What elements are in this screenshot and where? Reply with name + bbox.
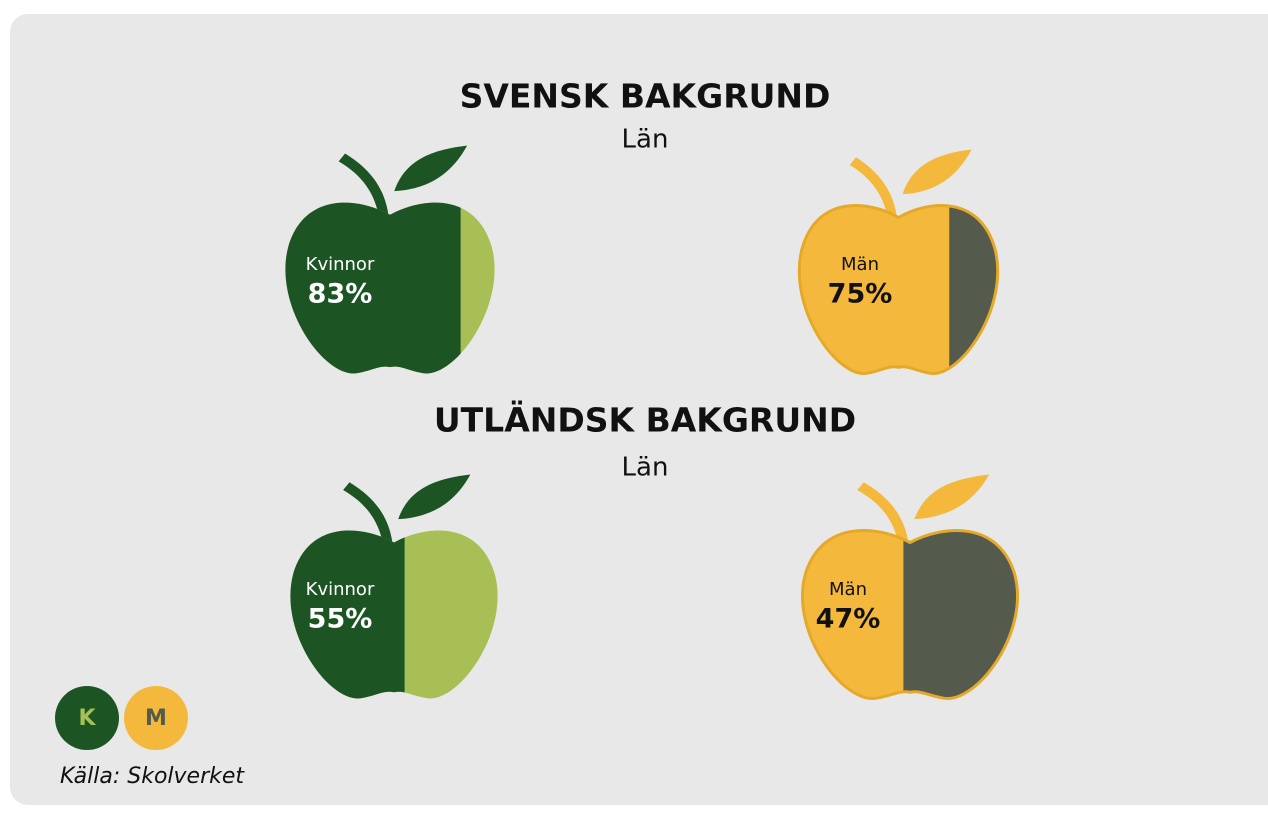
section-subtitle: Län (622, 453, 669, 483)
legend-label: K (78, 706, 96, 731)
value-label: 47% (816, 604, 881, 635)
category-label: Män (829, 579, 867, 600)
section-subtitle: Län (622, 125, 669, 155)
infographic: Källa: Skolverket SVENSK BAKGRUND Län Kvin… (0, 0, 1268, 819)
section-title: UTLÄNDSK BAKGRUND (434, 400, 856, 440)
value-label: 83% (308, 279, 373, 310)
category-label: Män (841, 254, 879, 275)
section-title: SVENSK BAKGRUND (460, 77, 831, 116)
value-label: 75% (828, 279, 893, 310)
category-label: Kvinnor (306, 579, 375, 600)
category-label: Kvinnor (306, 254, 375, 275)
source: Källa: Skolverket (60, 764, 245, 789)
legend-label: M (145, 706, 167, 731)
value-label: 55% (308, 604, 373, 635)
